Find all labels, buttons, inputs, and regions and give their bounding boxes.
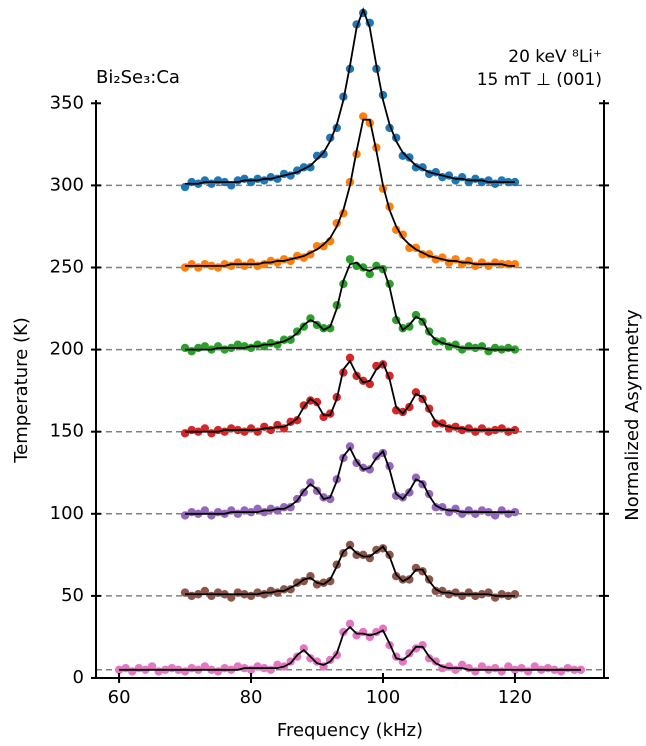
data-point <box>431 586 440 596</box>
fit-line <box>185 446 515 515</box>
series <box>180 255 520 356</box>
data-point <box>200 506 210 515</box>
data-point <box>345 619 355 629</box>
data-point <box>490 511 500 520</box>
data-point <box>398 575 407 584</box>
data-point <box>405 322 414 331</box>
data-point <box>411 163 421 172</box>
y-tick-label: 0 <box>73 667 84 688</box>
y-tick-label: 100 <box>50 503 84 524</box>
data-point <box>200 424 210 433</box>
data-point <box>510 260 520 269</box>
field-label: 15 mT ⊥ (001) <box>477 70 602 90</box>
data-point <box>319 578 328 587</box>
data-point <box>504 662 513 671</box>
y-axis-label: Temperature (K) <box>11 317 32 464</box>
sample-label: Bi₂Se₃:Ca <box>96 67 180 88</box>
y-tick-label: 50 <box>61 585 84 606</box>
data-point <box>391 491 401 500</box>
data-point <box>424 654 434 663</box>
data-point <box>352 550 361 560</box>
data-point <box>326 494 335 504</box>
data-point <box>457 660 467 670</box>
data-point <box>319 241 328 251</box>
x-tick-label: 120 <box>498 687 532 708</box>
fit-line <box>185 7 515 185</box>
data-point <box>233 340 243 349</box>
data-point <box>200 586 210 596</box>
fit-line <box>119 625 581 671</box>
y-tick-label: 200 <box>50 339 84 360</box>
data-point <box>431 503 440 512</box>
x-tick-label: 80 <box>240 687 263 708</box>
data-point <box>147 662 157 671</box>
data-point <box>339 627 348 637</box>
data-point <box>345 442 355 451</box>
data-point <box>319 149 328 159</box>
data-point <box>319 324 328 333</box>
data-point <box>405 575 414 584</box>
data-point <box>345 353 355 363</box>
data-point <box>306 654 315 663</box>
data-point <box>431 419 440 428</box>
data-point <box>293 415 302 425</box>
data-point <box>326 324 335 333</box>
data-point <box>431 337 440 346</box>
series <box>180 112 520 272</box>
series <box>180 353 520 438</box>
series <box>180 540 520 602</box>
x-tick-label: 100 <box>366 687 400 708</box>
fit-line <box>185 118 515 267</box>
y-tick-label: 150 <box>50 421 84 442</box>
y-tick-label: 300 <box>50 174 84 195</box>
series <box>114 619 586 676</box>
data-point <box>510 590 520 599</box>
data-point <box>326 576 335 586</box>
y2-axis-label: Normalized Asymmetry <box>622 309 643 521</box>
data-point <box>372 452 381 461</box>
data-point <box>180 182 190 192</box>
data-point <box>358 112 368 121</box>
data-point <box>405 153 414 162</box>
x-tick-label: 60 <box>108 687 131 708</box>
data-point <box>200 662 210 671</box>
data-point <box>391 571 401 581</box>
series <box>180 442 520 520</box>
data-point <box>227 593 236 602</box>
data-point <box>312 397 322 407</box>
y-tick-label: 350 <box>50 92 84 113</box>
data-point <box>365 465 374 474</box>
fit-line <box>185 545 515 597</box>
y-tick-label: 250 <box>50 256 84 277</box>
series <box>180 7 520 192</box>
beam-label: 20 keV ⁸Li⁺ <box>508 47 602 67</box>
data-point <box>477 662 487 671</box>
data-point <box>530 662 539 671</box>
fit-line <box>185 359 515 433</box>
data-point <box>227 181 236 190</box>
fit-line <box>185 261 515 351</box>
data-point <box>306 163 315 172</box>
x-axis-label: Frequency (kHz) <box>277 720 423 741</box>
data-point <box>345 255 355 264</box>
data-point <box>365 269 374 279</box>
data-point <box>200 342 210 351</box>
